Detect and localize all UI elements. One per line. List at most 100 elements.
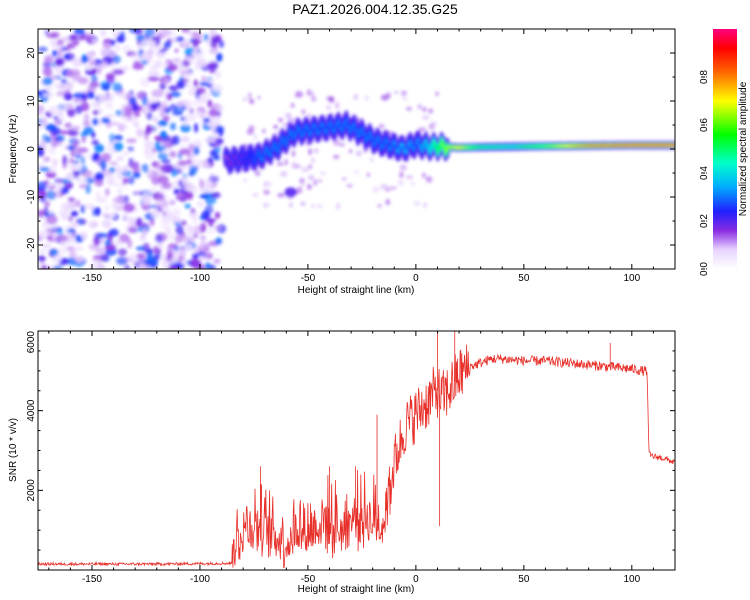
noise-blob bbox=[78, 218, 84, 226]
isolated-blob bbox=[284, 187, 297, 198]
noise-blob bbox=[77, 76, 89, 85]
ridge-segment bbox=[389, 145, 393, 151]
noise-blob bbox=[199, 255, 209, 261]
noise-blob bbox=[145, 124, 152, 135]
noise-blob bbox=[54, 56, 66, 67]
noise-blob bbox=[133, 110, 141, 118]
scatter-blob bbox=[242, 96, 248, 102]
noise-blob bbox=[91, 139, 100, 146]
noise-blob bbox=[65, 81, 73, 89]
noise-blob bbox=[132, 63, 144, 70]
noise-blob bbox=[70, 210, 79, 217]
noise-blob bbox=[101, 83, 111, 91]
noise-blob bbox=[211, 83, 224, 93]
noise-blob bbox=[112, 82, 123, 92]
noise-blob bbox=[73, 246, 84, 251]
ridge-segment bbox=[313, 124, 317, 130]
noise-blob bbox=[52, 265, 63, 269]
noise-blob bbox=[105, 92, 115, 103]
noise-blob bbox=[70, 148, 76, 158]
scatter-blob bbox=[306, 183, 312, 190]
scatter-blob bbox=[277, 117, 284, 123]
noise-blob bbox=[100, 29, 107, 37]
scatter-blob bbox=[423, 202, 428, 208]
noise-blob bbox=[147, 76, 160, 82]
noise-blob bbox=[66, 246, 75, 251]
noise-blob bbox=[56, 186, 61, 197]
ridge-segment bbox=[393, 140, 397, 147]
noise-blob bbox=[55, 67, 60, 75]
noise-blob bbox=[113, 142, 124, 152]
noise-blob bbox=[197, 143, 203, 148]
noise-blob bbox=[157, 152, 169, 160]
noise-blob bbox=[69, 158, 74, 164]
ridge-segment bbox=[234, 154, 238, 160]
noise-blob bbox=[63, 92, 73, 101]
scatter-blob bbox=[284, 158, 288, 166]
noise-blob bbox=[57, 49, 64, 57]
scatter-blob bbox=[377, 204, 382, 208]
noise-blob bbox=[160, 164, 172, 174]
noise-blob bbox=[162, 215, 169, 223]
scatter-blob bbox=[308, 148, 312, 156]
noise-blob bbox=[59, 130, 69, 135]
noise-blob bbox=[128, 157, 134, 164]
ridge-track bbox=[222, 110, 675, 175]
scatter-blob bbox=[380, 94, 389, 101]
noise-blob bbox=[117, 123, 125, 132]
noise-blob bbox=[160, 159, 171, 164]
ridge-segment bbox=[290, 131, 294, 137]
noise-blob bbox=[115, 241, 125, 246]
scatter-blob bbox=[354, 169, 359, 174]
noise-blob bbox=[84, 64, 93, 71]
scatter-blob bbox=[301, 167, 310, 173]
noise-blob bbox=[60, 78, 68, 85]
noise-blob bbox=[182, 177, 187, 185]
noise-blob bbox=[153, 245, 159, 254]
noise-blob bbox=[190, 208, 196, 214]
noise-blob bbox=[88, 38, 93, 44]
noise-blob bbox=[86, 91, 95, 99]
ridge-segment bbox=[325, 128, 329, 134]
noise-blob bbox=[215, 237, 223, 245]
noise-blob bbox=[213, 138, 224, 145]
noise-blob bbox=[166, 249, 174, 259]
noise-blob bbox=[180, 124, 191, 133]
heatmap-x-axis-label: Height of straight line (km) bbox=[298, 285, 415, 296]
noise-blob bbox=[181, 234, 192, 244]
ridge-segment bbox=[286, 135, 290, 142]
x-tick-label: -150 bbox=[82, 273, 102, 284]
ridge-segment bbox=[436, 148, 440, 154]
noise-blob bbox=[73, 92, 86, 100]
ridge-segment bbox=[368, 130, 372, 137]
noise-blob bbox=[105, 113, 116, 119]
scatter-blob bbox=[372, 186, 380, 193]
ridge-segment bbox=[263, 149, 267, 155]
scatter-blob bbox=[397, 180, 405, 186]
noise-blob bbox=[142, 163, 149, 174]
noise-blob bbox=[173, 187, 180, 195]
scatter-blob bbox=[263, 189, 270, 195]
noise-blob bbox=[122, 177, 128, 185]
scatter-blob bbox=[254, 169, 261, 177]
y-tick-label: 0 bbox=[26, 146, 37, 152]
ridge-segment bbox=[366, 134, 370, 141]
noise-blob bbox=[74, 105, 83, 114]
noise-blob bbox=[207, 227, 215, 235]
noise-blob bbox=[40, 139, 47, 149]
noise-blob bbox=[116, 174, 124, 180]
noise-blob bbox=[129, 52, 142, 60]
noise-blob bbox=[170, 37, 179, 44]
noise-blob bbox=[71, 125, 81, 131]
noise-blob bbox=[56, 248, 68, 254]
noise-blob bbox=[63, 181, 74, 187]
scatter-blob bbox=[428, 108, 433, 114]
noise-blob bbox=[85, 32, 95, 38]
noise-blob bbox=[139, 233, 147, 241]
noise-blob bbox=[80, 29, 86, 36]
ridge-segment bbox=[294, 130, 298, 136]
heatmap-blobs bbox=[38, 29, 439, 269]
noise-blob bbox=[85, 184, 91, 194]
noise-blob bbox=[65, 174, 75, 180]
